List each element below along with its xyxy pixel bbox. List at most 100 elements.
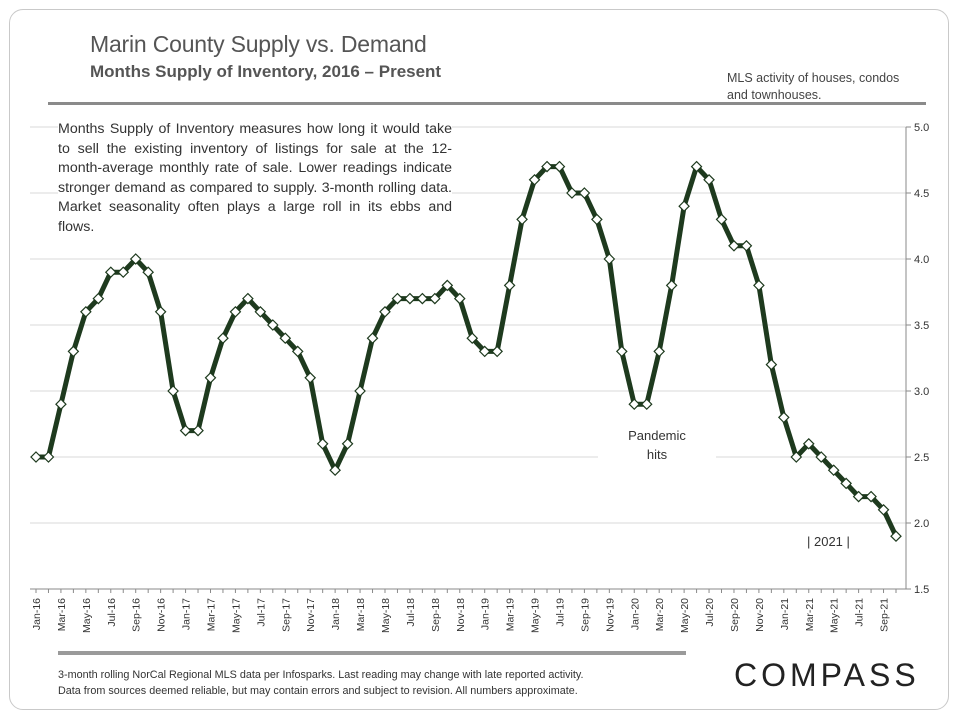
x-tick-label: May-17 — [230, 598, 242, 633]
data-point — [42, 451, 55, 463]
data-point — [453, 292, 466, 305]
data-point — [753, 279, 765, 292]
x-tick-label: Jul-21 — [854, 598, 866, 627]
x-tick-label: Sep-19 — [579, 598, 591, 632]
data-point — [640, 398, 653, 411]
data-point — [217, 332, 229, 345]
data-point — [653, 345, 666, 358]
data-point — [491, 345, 504, 358]
x-tick-label: Jan-16 — [31, 598, 43, 630]
data-points — [30, 160, 902, 543]
x-tick-label: Mar-20 — [654, 598, 666, 631]
year-2021-marker: | 2021 | — [807, 534, 850, 549]
data-point — [167, 385, 179, 397]
slide-frame — [9, 9, 949, 710]
pandemic-annotation-line2: hits — [646, 447, 668, 462]
x-tick-label: May-16 — [81, 598, 93, 633]
x-tick-label: May-19 — [530, 598, 542, 633]
footnote-line1: 3-month rolling NorCal Regional MLS data… — [58, 669, 584, 681]
x-tick-label: Mar-21 — [804, 598, 816, 631]
x-tick-label: Jul-18 — [405, 598, 417, 627]
x-tick-label: Jan-20 — [629, 598, 641, 630]
data-point — [428, 292, 441, 305]
data-point — [765, 358, 778, 371]
data-point — [291, 345, 304, 358]
data-point — [366, 332, 379, 345]
x-tick-label: Sep-21 — [879, 598, 891, 632]
axes: 1.5 2.0 2.5 3.0 3.5 4.0 4.5 5.0 Jan-16 Mar-16 May-… — [30, 122, 929, 633]
data-point — [615, 345, 628, 358]
data-point — [204, 371, 217, 384]
y-tick-label: 2.5 — [914, 452, 929, 464]
data-point — [802, 437, 815, 450]
x-tick-label: May-20 — [679, 598, 691, 633]
data-point — [603, 253, 616, 265]
mls-note: MLS activity of houses, condos and townh… — [727, 71, 900, 102]
data-point — [703, 173, 715, 186]
compass-logo: COMPASS — [734, 657, 920, 693]
data-point — [591, 213, 603, 226]
data-point — [827, 464, 840, 477]
x-tick-label: Mar-16 — [56, 598, 68, 631]
data-point — [142, 266, 155, 279]
x-tick-label: Jul-16 — [106, 598, 118, 627]
data-point — [329, 464, 341, 477]
data-point — [341, 437, 354, 450]
data-point — [304, 371, 317, 384]
data-point — [316, 437, 329, 450]
data-point — [379, 305, 391, 318]
x-tick-label: Jan-21 — [779, 598, 791, 630]
data-point — [877, 503, 890, 516]
x-tick-label: Jul-17 — [255, 598, 267, 627]
data-point — [865, 490, 877, 503]
data-point — [354, 385, 366, 397]
data-point — [890, 530, 902, 543]
x-tick-label: May-18 — [380, 598, 392, 633]
data-point — [229, 305, 242, 318]
data-point — [104, 266, 117, 279]
header-divider — [48, 102, 926, 105]
data-point — [852, 490, 865, 503]
data-point — [117, 266, 130, 279]
pandemic-annotation-line1: Pandemic — [628, 428, 686, 443]
x-tick-label: Nov-19 — [604, 598, 616, 632]
pandemic-annotation: Pandemic hits — [598, 426, 716, 464]
data-point — [678, 200, 690, 213]
data-point — [690, 160, 703, 173]
data-point — [279, 332, 292, 345]
data-point — [92, 292, 105, 305]
x-tick-label: Sep-17 — [280, 598, 292, 632]
data-point — [553, 160, 566, 173]
data-point — [242, 292, 254, 305]
data-point — [628, 398, 641, 411]
x-tick-label: Mar-19 — [505, 598, 517, 631]
data-point — [55, 398, 67, 411]
x-tick-label: Nov-17 — [305, 598, 317, 632]
y-tick-label: 5.0 — [914, 122, 929, 134]
y-tick-label: 3.0 — [914, 386, 929, 398]
x-tick-label: Nov-20 — [754, 598, 766, 632]
data-point — [840, 477, 852, 490]
data-point — [566, 187, 578, 199]
data-point — [503, 279, 516, 292]
x-tick-label: Jan-18 — [330, 598, 342, 630]
x-tick-label: Jan-19 — [480, 598, 492, 630]
data-point — [815, 451, 828, 463]
data-point — [578, 187, 591, 199]
chart-title: Marin County Supply vs. Demand — [90, 31, 427, 57]
data-point — [790, 451, 803, 463]
x-tick-label: Sep-16 — [131, 598, 143, 632]
data-point — [192, 424, 204, 437]
chart-description: Months Supply of Inventory measures how … — [58, 120, 452, 238]
data-point — [416, 292, 429, 305]
data-point — [478, 345, 491, 358]
data-point — [777, 411, 790, 424]
data-point — [740, 239, 753, 252]
data-point — [80, 305, 92, 318]
x-tick-label: Sep-18 — [430, 598, 442, 632]
data-point — [728, 239, 740, 252]
y-tick-label: 2.0 — [914, 518, 929, 530]
x-tick-label: Sep-20 — [729, 598, 741, 632]
x-tick-label: Jul-20 — [704, 598, 716, 627]
